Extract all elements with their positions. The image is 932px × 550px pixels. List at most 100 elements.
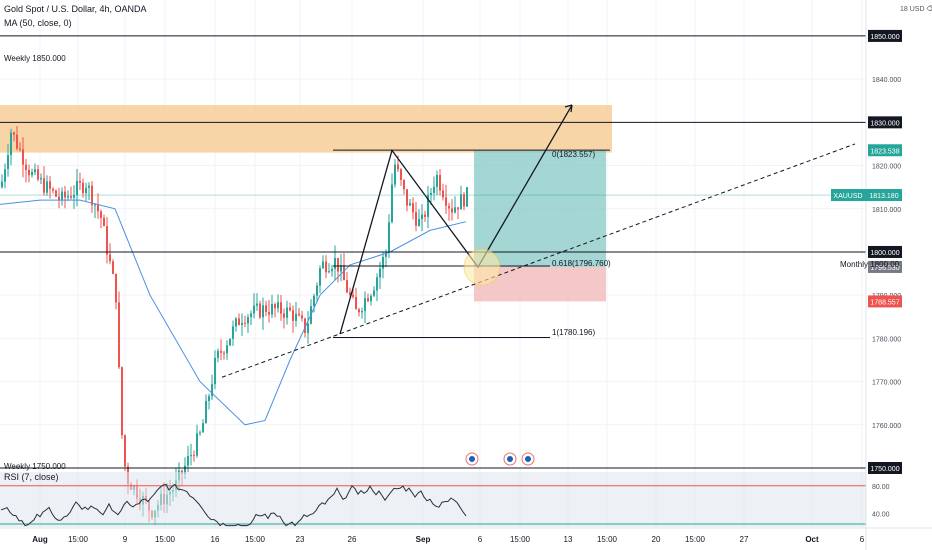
time-tick-6: 23: [296, 535, 305, 544]
rsi-background: [0, 472, 866, 527]
candle-body: [256, 303, 258, 306]
candle-body: [46, 181, 48, 193]
time-tick-14: 15:00: [685, 535, 706, 544]
candle-body: [427, 194, 429, 217]
candle-body: [364, 298, 366, 311]
time-tick-2: 9: [123, 535, 128, 544]
candle-body: [94, 204, 96, 206]
price-tag-bg: [868, 144, 902, 157]
last-price-value: 1813.180: [869, 193, 898, 200]
event-flag-dot: [507, 456, 513, 462]
candle-body: [229, 338, 231, 346]
candle-body: [298, 313, 300, 316]
candle-body: [289, 307, 291, 311]
candle-body: [424, 214, 426, 217]
candle-body: [202, 423, 204, 433]
time-axis: Aug 15:00 9 15:00 16 15:00 23 26 Sep 6 15:00 13 15:0…: [0, 527, 932, 544]
drawings-layer: [0, 35, 866, 469]
candle-body: [22, 149, 24, 165]
price-tag-7: 1796.530: [870, 265, 899, 272]
candle-body: [124, 435, 126, 467]
candle-body: [73, 195, 75, 198]
candle-body: [250, 313, 252, 318]
candle-body: [241, 322, 243, 326]
candle-body: [448, 205, 450, 209]
price-tag-bg: [868, 462, 902, 474]
candle-body: [376, 277, 378, 291]
candle-body: [451, 208, 453, 213]
candle-body: [412, 203, 414, 213]
candle-body: [49, 181, 51, 189]
price-tick-12: 1760.000: [872, 423, 901, 430]
candle-body: [430, 192, 432, 195]
ma-line: [0, 199, 467, 426]
candle-body: [235, 318, 237, 327]
time-tick-9: 6: [478, 535, 483, 544]
ma-legend: MA (50, close, 0): [4, 18, 72, 28]
candle-body: [13, 132, 15, 135]
candle-body: [394, 164, 396, 185]
price-tag-bg: [868, 245, 902, 258]
symbol-tag-text: XAUUSD: [833, 193, 862, 200]
candle-body: [331, 268, 333, 272]
time-tick-0: Aug: [32, 535, 48, 544]
candle-body: [379, 268, 381, 278]
candle-body: [226, 345, 228, 354]
candle-body: [361, 310, 363, 313]
fib-0618-label: 0.618(1796.760): [552, 259, 611, 268]
time-tick-8: Sep: [416, 535, 431, 544]
candle-body: [7, 155, 9, 170]
fib-1-label: 1(1780.196): [552, 328, 596, 337]
weekly-1850-label: Weekly 1850.000: [4, 54, 66, 63]
chart-title: Gold Spot / U.S. Dollar, 4h, OANDA: [4, 4, 147, 14]
candle-body: [118, 302, 120, 368]
trend-line: [221, 143, 856, 378]
candle-body: [265, 305, 267, 313]
candle-body: [307, 323, 309, 334]
monthly-1800-label: Monthly 1800.00: [840, 260, 900, 269]
candle-body: [58, 196, 60, 200]
candle-body: [409, 203, 411, 206]
rsi-tick-1: 40.00: [872, 511, 890, 518]
arrow-head: [564, 104, 573, 113]
candle-body: [262, 305, 264, 318]
candle-body: [373, 290, 375, 296]
price-tag-bg: [868, 295, 902, 308]
candle-body: [439, 174, 441, 191]
candle-body: [325, 261, 327, 273]
candle-body: [271, 304, 273, 315]
candle-body: [313, 295, 315, 307]
candle-body: [244, 322, 246, 324]
candle-body: [367, 298, 369, 302]
time-tick-17: 6: [860, 535, 865, 544]
candle-body: [220, 350, 222, 353]
candle-body: [355, 296, 357, 310]
event-flag-dot: [469, 456, 475, 462]
price-tag-0: 1850.000: [870, 34, 899, 41]
price-tick-11: 1770.000: [872, 380, 901, 387]
candle-body: [415, 212, 417, 226]
candle-body: [52, 188, 54, 191]
time-tick-10: 15:00: [510, 535, 531, 544]
time-tick-11: 13: [564, 535, 573, 544]
projection-path: [339, 104, 573, 335]
candle-body: [247, 317, 249, 324]
candle-body: [214, 357, 216, 385]
candle-body: [190, 455, 192, 457]
candle-body: [70, 196, 72, 198]
candle-body: [370, 295, 372, 302]
candle-body: [4, 169, 6, 182]
candle-body: [91, 185, 93, 206]
candle-body: [184, 465, 186, 474]
candle-body: [1, 181, 3, 188]
candle-body: [277, 302, 279, 309]
candle-body: [460, 194, 462, 210]
candle-body: [115, 273, 117, 303]
time-tick-3: 15:00: [155, 535, 176, 544]
candle-body: [223, 352, 225, 354]
candle-body: [217, 350, 219, 358]
candle-body: [340, 265, 342, 272]
moving-average-layer: [0, 199, 467, 426]
candle-body: [301, 315, 303, 319]
